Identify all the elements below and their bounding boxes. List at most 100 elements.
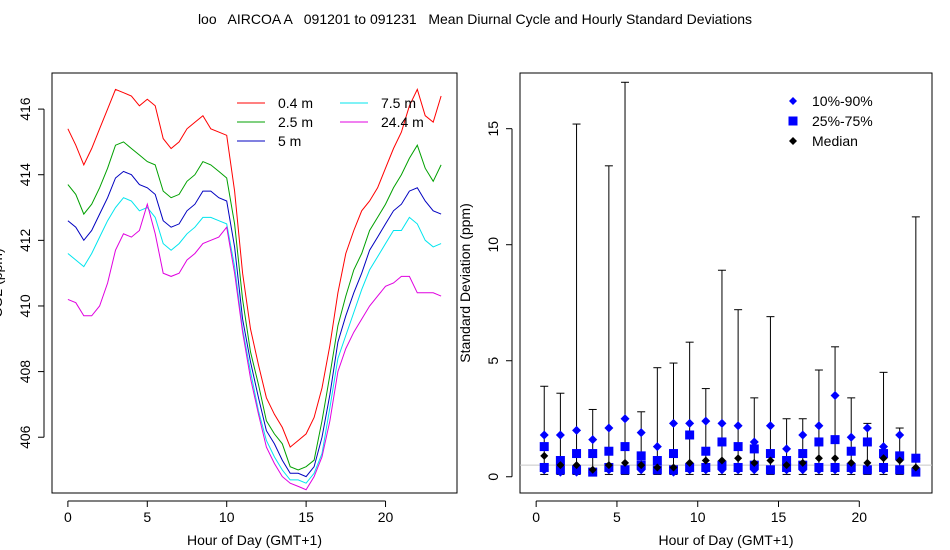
p75-point	[701, 446, 711, 456]
p90-point	[572, 425, 582, 435]
y-tick-label: 5	[485, 357, 501, 365]
p90-point	[539, 430, 549, 440]
p90-point	[668, 418, 678, 428]
x-tick-label: 10	[219, 509, 235, 525]
legend-swatch	[789, 137, 797, 145]
p90-point	[685, 418, 695, 428]
median-point	[588, 465, 597, 474]
series-line-2	[67, 170, 442, 478]
y-tick-label: 406	[17, 425, 33, 449]
median-point	[911, 463, 920, 472]
y-tick-label: 408	[17, 360, 33, 384]
p90-point	[862, 423, 872, 433]
p25-point	[701, 462, 711, 472]
p90-point	[765, 421, 775, 431]
y-tick-label: 15	[485, 121, 501, 137]
p90-point	[620, 414, 630, 424]
p75-point	[782, 456, 792, 466]
legend-label: 10%-90%	[812, 93, 873, 109]
plot-frame	[519, 72, 933, 494]
legend-label: 25%-75%	[812, 113, 873, 129]
x-tick-label: 5	[613, 509, 621, 525]
p75-point	[588, 449, 598, 459]
median-point	[798, 458, 807, 467]
p90-point	[652, 442, 662, 452]
p75-point	[733, 442, 743, 452]
p25-point	[733, 462, 743, 472]
median-point	[556, 461, 565, 470]
right-std-panel: 0 5 10 15 20 0 5 10 15 Hour of Day (GMT+1) Standar…	[457, 72, 933, 548]
median-point	[895, 456, 904, 465]
x-tick-label: 0	[64, 509, 72, 525]
p25-point	[539, 462, 549, 472]
p90-point	[782, 444, 792, 454]
y-tick-label: 10	[485, 237, 501, 253]
median-point	[814, 454, 823, 463]
y-tick-label: 412	[17, 228, 33, 252]
p25-point	[555, 465, 565, 475]
p25-point	[846, 462, 856, 472]
p75-point	[717, 437, 727, 447]
p75-point	[749, 444, 759, 454]
y-axis-label: CO2 (ppm)	[0, 248, 5, 317]
p25-point	[620, 465, 630, 475]
median-point	[831, 454, 840, 463]
median-point	[685, 458, 694, 467]
left-co2-panel: 0 5 10 15 20 406 408 410 412 414 416 Hour of Day (G…	[0, 72, 458, 548]
p75-point	[539, 442, 549, 452]
p90-point	[814, 421, 824, 431]
legend-label: 7.5 m	[381, 95, 416, 111]
median-point	[847, 458, 856, 467]
legend-label: 0.4 m	[278, 95, 313, 111]
median-point	[863, 458, 872, 467]
p75-point	[636, 451, 646, 461]
p75-point	[895, 451, 905, 461]
p90-point	[846, 432, 856, 442]
legend-label: Median	[812, 133, 858, 149]
x-axis-label: Hour of Day (GMT+1)	[187, 532, 322, 548]
x-tick-label: 20	[852, 509, 868, 525]
p25-point	[814, 462, 824, 472]
p75-point	[798, 449, 808, 459]
y-tick-label: 414	[17, 163, 33, 187]
p25-point	[911, 467, 921, 477]
series-line-1	[67, 141, 442, 471]
p25-point	[765, 465, 775, 475]
p90-point	[588, 435, 598, 445]
legend-swatch	[788, 116, 798, 126]
p90-point	[749, 437, 759, 447]
series-line-3	[67, 197, 442, 484]
x-tick-label: 10	[690, 509, 706, 525]
median-point	[879, 454, 888, 463]
median-point	[701, 456, 710, 465]
median-point	[766, 456, 775, 465]
plot-frame	[51, 72, 458, 494]
p90-point	[733, 421, 743, 431]
legend-swatch	[789, 97, 797, 105]
series-line-0	[67, 88, 442, 448]
p75-point	[685, 430, 695, 440]
p75-point	[879, 449, 889, 459]
series-line-4	[67, 202, 442, 491]
median-point	[653, 463, 662, 472]
p75-point	[555, 456, 565, 466]
p75-point	[765, 449, 775, 459]
p90-point	[895, 430, 905, 440]
x-tick-label: 15	[771, 509, 787, 525]
x-tick-label: 5	[143, 509, 151, 525]
median-point	[572, 461, 581, 470]
x-tick-label: 0	[532, 509, 540, 525]
y-tick-label: 0	[485, 473, 501, 481]
p25-point	[830, 462, 840, 472]
y-tick-label: 416	[17, 97, 33, 121]
p25-point	[895, 465, 905, 475]
p75-point	[814, 437, 824, 447]
p75-point	[604, 446, 614, 456]
y-axis-label: Standard Deviation (ppm)	[457, 203, 473, 363]
p75-point	[846, 446, 856, 456]
p90-point	[604, 423, 614, 433]
p75-point	[911, 453, 921, 463]
x-tick-label: 15	[298, 509, 314, 525]
p25-point	[879, 462, 889, 472]
